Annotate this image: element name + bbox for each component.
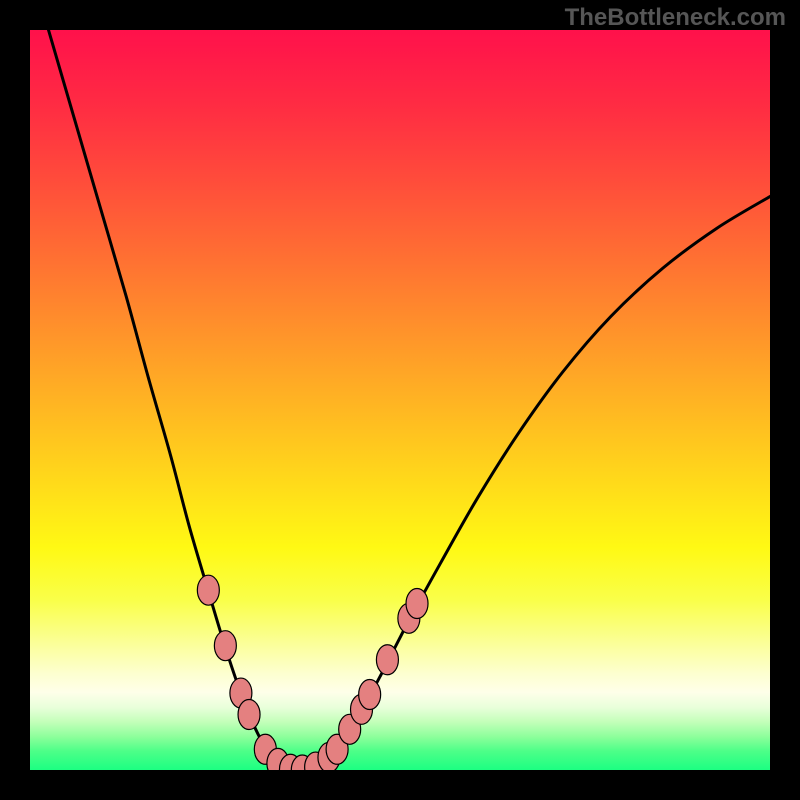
data-bead [197,575,219,605]
data-bead [376,645,398,675]
plot-area [30,30,770,770]
data-bead [406,589,428,619]
data-bead [238,700,260,730]
bottleneck-curve [49,30,771,770]
watermark-text: TheBottleneck.com [565,4,786,32]
data-bead [214,631,236,661]
data-bead [359,680,381,710]
curve-layer [30,30,770,770]
